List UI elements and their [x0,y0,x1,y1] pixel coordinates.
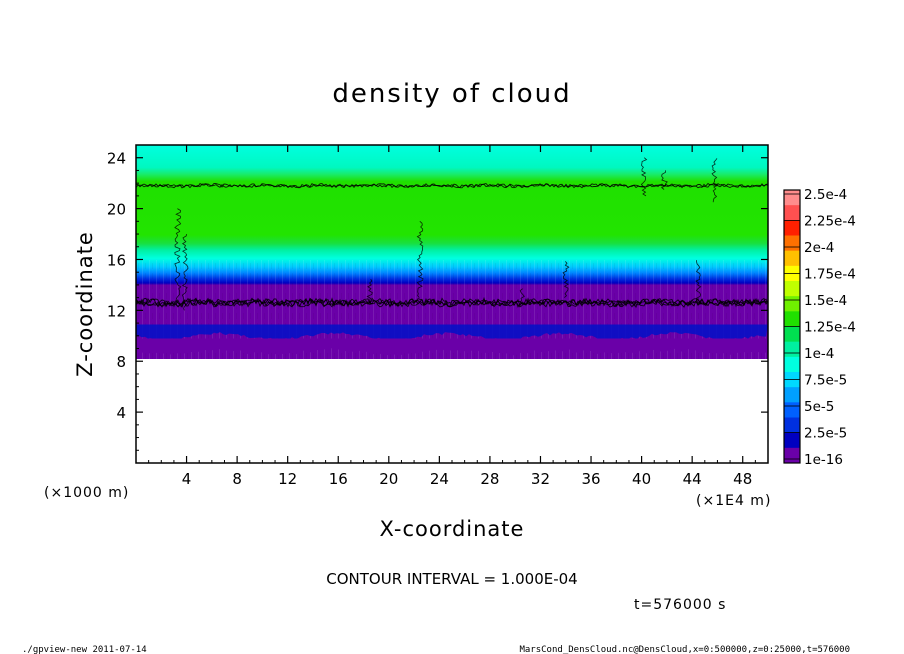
x-tick-label: 48 [733,470,752,488]
colorbar-swatch [784,432,800,449]
colorbar: 2.5e-4 2.25e-4 2e-4 1.75e-4 1.5e-4 1.25e-4 1e-… [783,187,856,468]
colorbar-swatch [784,296,800,312]
x-tick-label: 16 [329,470,348,488]
x-tick-label: 36 [581,470,600,488]
y-tick-label: 4 [116,404,126,422]
colorbar-swatch [784,326,800,343]
x-axis-ticks: 4 8 12 16 20 24 28 32 36 40 44 48 [148,145,756,488]
colorbar-swatch [784,356,800,373]
contour-wisp [519,288,525,305]
time-label: t=576000 s [634,597,726,613]
x-tick-label: 24 [430,470,449,488]
y-tick-label: 20 [107,201,126,219]
x-tick-label: 40 [632,470,651,488]
colorbar-swatch [784,281,800,297]
y-axis-label: Z-coordinate [73,231,97,377]
x-tick-label: 32 [531,470,550,488]
colorbar-swatch [784,417,800,434]
colorbar-label: 2.25e-4 [804,214,856,230]
footer-right: MarsCond_DensCloud.nc@DensCloud,x=0:5000… [519,645,850,654]
colorbar-label: 1e-4 [804,346,834,362]
contour-lines [136,157,768,311]
x-tick-label: 12 [278,470,297,488]
chart-title: density of cloud [332,79,571,109]
colorbar-swatch [784,447,800,464]
plot-field [136,145,768,463]
footer-left: ./gpview-new 2011-07-14 [22,645,147,654]
contour-interval-label: CONTOUR INTERVAL = 1.000E-04 [326,570,577,588]
contour-wisp [695,260,702,305]
colorbar-label: 2.5e-5 [804,426,847,442]
contour-wisp [181,233,189,311]
contour-wisp [660,170,668,190]
colorbar-label: 1e-16 [804,452,843,468]
x-tick-label: 44 [683,470,702,488]
contour-wisp [640,157,648,197]
contour-line [136,182,768,189]
colorbar-swatch [784,402,800,418]
purple-band [136,338,768,356]
y-axis-unit: (×1000 m) [44,485,129,501]
blue-band [136,324,768,341]
colorbar-swatch [784,205,800,221]
colorbar-label: 2.5e-4 [804,187,847,203]
colorbar-label: 2e-4 [804,240,834,256]
y-tick-label: 8 [116,353,126,371]
y-tick-label: 12 [107,302,126,320]
x-axis-unit: (×1E4 m) [696,493,771,509]
cloud-base-texture [136,324,768,356]
colorbar-swatch [784,387,800,403]
contour-line [136,297,768,308]
colorbar-swatch [784,311,800,327]
contour-wisp [366,278,373,305]
colorbar-swatch [784,250,800,267]
contour-wisp [562,261,570,298]
y-tick-label: 16 [107,251,126,269]
colorbar-label: 1.25e-4 [804,320,856,336]
y-axis-ticks: 4 8 12 16 20 24 [107,150,768,451]
colorbar-swatch [784,220,800,236]
contour-wisp [416,220,424,298]
colorbar-label: 1.5e-4 [804,293,847,309]
contour-wisp [711,158,719,203]
x-tick-label: 8 [232,470,242,488]
y-tick-label: 24 [107,150,126,168]
colorbar-swatch [784,341,800,358]
colorbar-swatch [784,190,800,206]
colorbar-label: 7.5e-5 [804,373,847,389]
x-tick-label: 4 [182,470,192,488]
colorbar-label: 1.75e-4 [804,267,856,283]
x-tick-label: 28 [480,470,499,488]
x-tick-label: 20 [379,470,398,488]
contour-wisp [174,208,182,305]
x-axis-label: X-coordinate [380,517,525,541]
colorbar-label: 5e-5 [804,399,834,415]
colorbar-swatch [784,235,800,252]
